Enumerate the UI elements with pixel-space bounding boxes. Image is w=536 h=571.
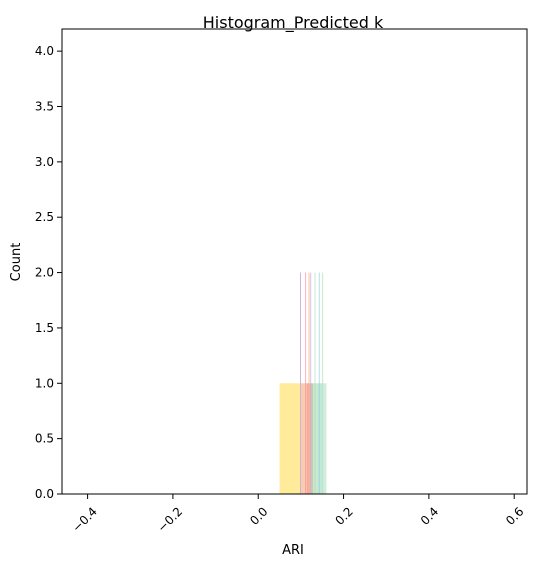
x-tick-label-0: −0.4 [69,504,100,535]
y-tick-label-2: 1.0 [35,376,54,390]
histogram-bar-5 [308,272,310,494]
y-tick-label-6: 3.0 [35,155,54,169]
histogram-bar-1 [300,272,301,494]
chart-title: Histogram_Predicted k [203,13,384,33]
histogram-bar-7 [311,383,318,494]
y-tick-label-5: 2.5 [35,210,54,224]
y-tick-label-8: 4.0 [35,44,54,58]
x-tick-label-5: 0.6 [503,504,526,527]
x-axis: −0.4 −0.2 0.0 0.2 0.4 0.6 [69,494,527,535]
x-tick-label-1: −0.2 [155,504,186,535]
histogram-bar-8 [314,272,316,494]
histogram-bar-0 [279,383,301,494]
x-tick-label-2: 0.0 [247,504,270,527]
histogram-bar-6 [310,272,312,494]
x-tick-label-3: 0.2 [333,504,356,527]
x-tick-label-4: 0.4 [418,504,441,527]
histogram-bar-2 [300,383,308,494]
y-tick-label-3: 1.5 [35,321,54,335]
plot-frame [61,28,528,495]
x-axis-label: ARI [282,543,304,558]
histogram-bar-12 [322,383,327,494]
histogram-bar-4 [306,383,313,494]
y-tick-label-0: 0.0 [35,487,54,501]
y-axis-label: Count [9,243,24,282]
y-tick-label-4: 2.0 [35,266,54,280]
histogram-bar-10 [318,272,320,494]
bars-layer [279,272,327,494]
y-axis: 0.0 0.5 1.0 1.5 2.0 2.5 3.0 3.5 4.0 [35,44,62,501]
y-tick-label-7: 3.5 [35,100,54,114]
y-tick-label-1: 0.5 [35,432,54,446]
histogram-bar-3 [305,272,307,494]
